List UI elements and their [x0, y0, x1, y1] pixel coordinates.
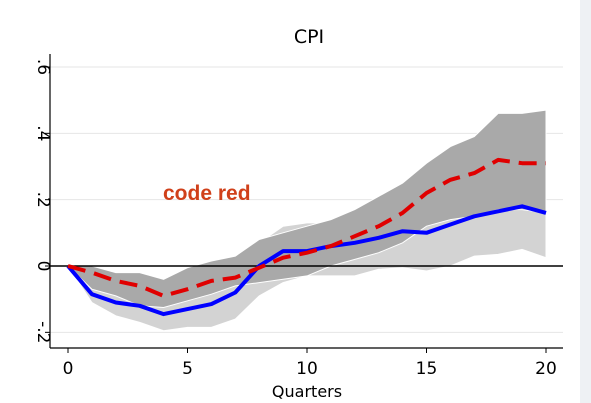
y-tick-label-1: 0 [33, 261, 53, 272]
x-tick-label-3: 15 [416, 359, 438, 379]
series-line-2-dashed [67, 157, 546, 298]
confidence-band-2 [66, 109, 547, 309]
y-tick-label-4: .6 [33, 59, 53, 75]
series-lines [50, 157, 563, 317]
side-panel [580, 0, 591, 403]
x-tick-label-4: 20 [535, 359, 557, 379]
x-tick-label-2: 10 [296, 359, 318, 379]
x-tick-label-0: 0 [63, 359, 74, 379]
confidence-bands [66, 109, 547, 332]
y-tick-label-3: .4 [33, 125, 53, 141]
x-axis-label: Quarters [272, 382, 342, 401]
x-tick-label-1: 5 [182, 359, 193, 379]
y-tick-label-0: -.2 [33, 321, 53, 343]
axes: -.2 0 .2 .4 .6 0 5 10 15 20 [33, 54, 563, 379]
chart-title: CPI [294, 26, 324, 48]
y-tick-label-2: .2 [33, 192, 53, 208]
annotation-code-red: code red [163, 182, 251, 205]
